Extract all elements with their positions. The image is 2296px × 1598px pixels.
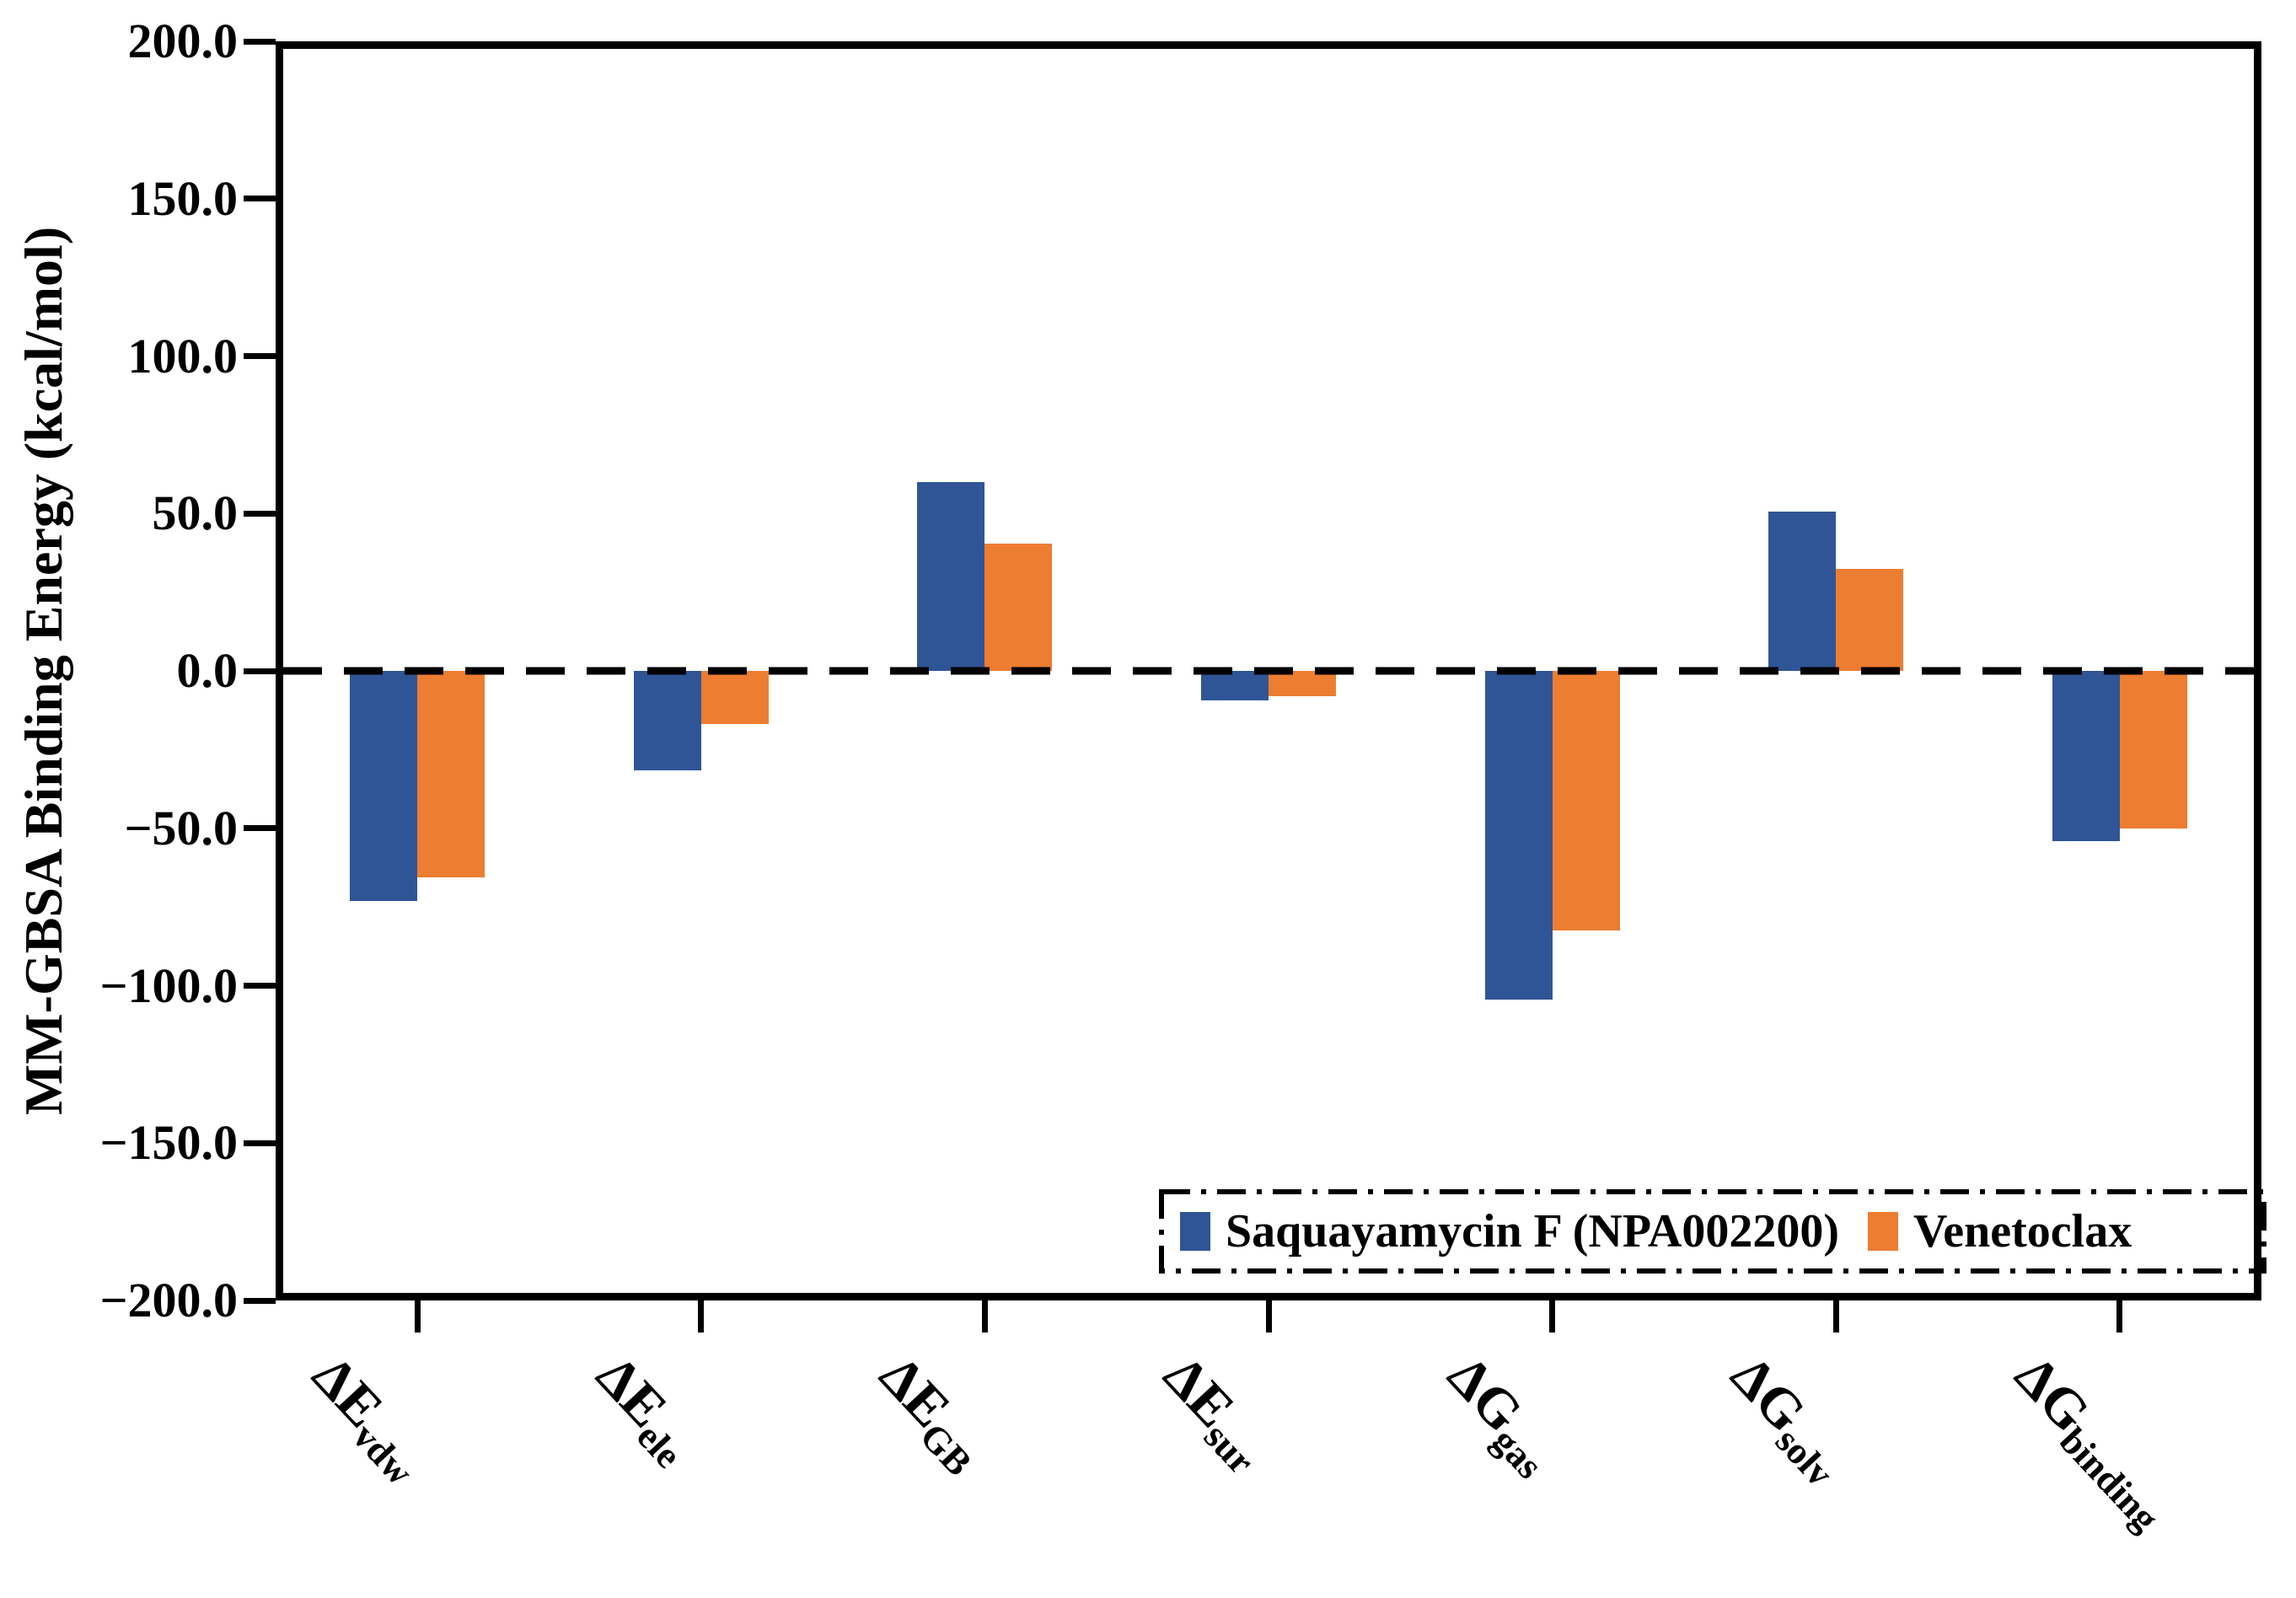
x-tick <box>981 1300 988 1333</box>
y-tick-label: 200.0 <box>127 13 239 68</box>
x-category-label: ΔEsur <box>1152 1344 1279 1482</box>
x-tick <box>1549 1300 1556 1333</box>
bar-saquayamycin-gas <box>1484 671 1553 1000</box>
y-tick <box>244 1140 276 1146</box>
y-tick-label: −100.0 <box>99 957 238 1013</box>
legend-swatch-venetoclax <box>1868 1212 1898 1251</box>
y-tick <box>244 825 276 832</box>
x-category-label: ΔGbinding <box>2003 1344 2183 1539</box>
y-tick <box>244 1297 276 1304</box>
legend-label-saquayamycin: Saquayamycin F (NPA002200) <box>1226 1205 1839 1257</box>
bar-saquayamycin-binding <box>2052 671 2120 841</box>
bar-venetoclax-binding <box>2119 671 2187 828</box>
x-category-label: ΔEvdw <box>301 1344 438 1493</box>
legend-dash-dot-border <box>1159 1189 2266 1274</box>
bar-saquayamycin-ele <box>633 671 701 770</box>
legend-box: Saquayamycin F (NPA002200) Venetoclax <box>1158 1188 2267 1274</box>
y-tick <box>244 196 276 202</box>
plot-area <box>276 41 2261 1300</box>
x-tick <box>698 1300 705 1333</box>
bar-saquayamycin-sur <box>1201 671 1269 701</box>
y-tick-label: 0.0 <box>176 643 239 698</box>
y-tick <box>244 353 276 359</box>
bar-venetoclax-sur <box>1269 671 1336 696</box>
legend-label-venetoclax: Venetoclax <box>1913 1205 2132 1257</box>
x-tick <box>1832 1300 1839 1333</box>
bar-saquayamycin-solv <box>1768 512 1837 671</box>
legend-swatch-saquayamycin <box>1180 1212 1210 1251</box>
y-tick <box>244 983 276 989</box>
y-tick <box>244 668 276 674</box>
bar-venetoclax-gas <box>1552 671 1620 931</box>
y-tick-label: −150.0 <box>99 1115 238 1171</box>
bar-venetoclax-ele <box>700 671 769 725</box>
y-tick-label: 100.0 <box>127 328 239 383</box>
y-tick <box>244 38 276 45</box>
y-tick-label: 150.0 <box>127 170 239 226</box>
bar-venetoclax-solv <box>1836 568 1904 671</box>
y-tick-label: −50.0 <box>124 800 238 855</box>
bar-saquayamycin-gb <box>917 481 985 671</box>
y-tick-label: 50.0 <box>152 485 239 541</box>
x-tick <box>2116 1300 2123 1333</box>
x-tick <box>1265 1300 1272 1333</box>
x-category-label: ΔEGB <box>868 1344 997 1483</box>
y-tick-label: −200.0 <box>99 1273 238 1327</box>
bar-saquayamycin-vdw <box>350 671 418 901</box>
bar-venetoclax-vdw <box>417 671 485 877</box>
x-category-label: ΔGsolv <box>1719 1344 1859 1494</box>
y-tick <box>244 510 276 517</box>
x-tick <box>414 1300 421 1333</box>
x-category-label: ΔGgas <box>1435 1344 1567 1486</box>
bar-venetoclax-gb <box>984 543 1053 671</box>
x-category-label: ΔEele <box>584 1344 706 1476</box>
x-category-subscript: binding <box>2051 1418 2168 1540</box>
